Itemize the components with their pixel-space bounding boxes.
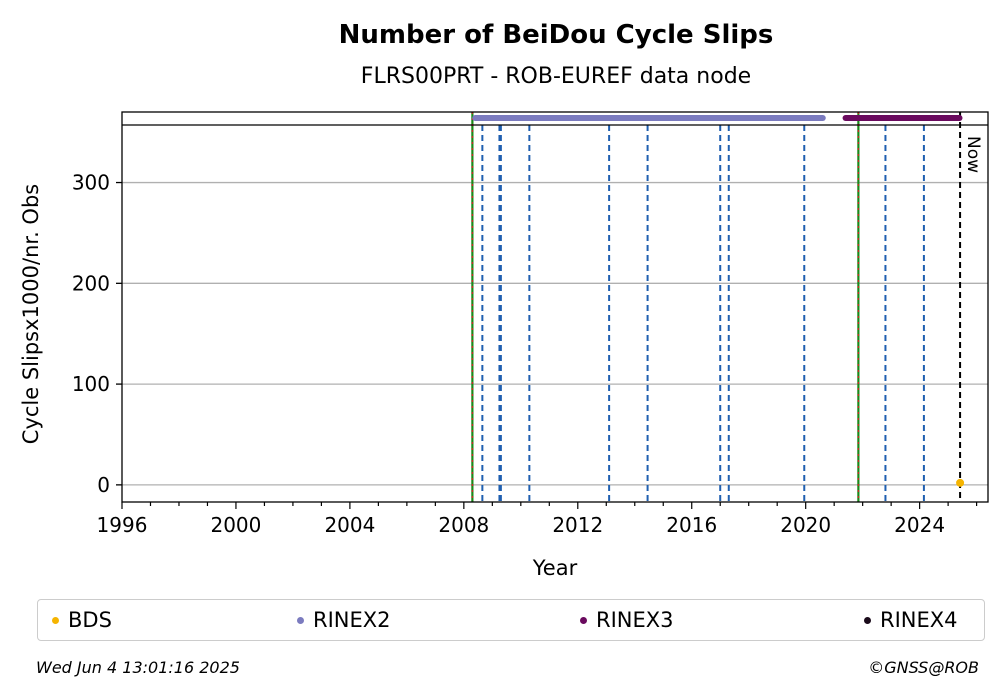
x-tick-label: 2012 bbox=[552, 513, 603, 537]
legend-label: BDS bbox=[68, 608, 112, 632]
x-tick-label: 2000 bbox=[210, 513, 261, 537]
x-tick-label: 2004 bbox=[324, 513, 375, 537]
data-points bbox=[956, 478, 965, 487]
data-point-bds bbox=[956, 478, 965, 487]
x-tick-label: 2016 bbox=[666, 513, 717, 537]
copyright: ©GNSS@ROB bbox=[868, 658, 979, 677]
x-tick-label: 2008 bbox=[438, 513, 489, 537]
now-label: Now bbox=[963, 136, 983, 173]
x-axis-label: Year bbox=[532, 556, 578, 580]
legend-dot-icon bbox=[52, 616, 59, 624]
x-axis-ticks: 1996 2000 2004 2008 2012 2016 2020 2024 bbox=[97, 502, 978, 537]
y-axis-ticks: 0 100 200 300 bbox=[72, 171, 122, 497]
x-tick-label: 2020 bbox=[780, 513, 831, 537]
plot-frame bbox=[121, 111, 989, 503]
y-tick-label: 300 bbox=[72, 171, 110, 195]
event-lines bbox=[471, 112, 962, 502]
y-tick-label: 200 bbox=[72, 271, 110, 295]
legend-dot-icon bbox=[297, 616, 304, 624]
legend-item-bds: BDS bbox=[52, 606, 112, 634]
y-axis-label: Cycle Slipsx1000/nr. Obs bbox=[19, 184, 43, 444]
legend-dot-icon bbox=[864, 616, 871, 624]
legend-item-rinex3: RINEX3 bbox=[580, 606, 674, 634]
legend-item-rinex4: RINEX4 bbox=[864, 606, 958, 634]
x-tick-label: 2024 bbox=[894, 513, 945, 537]
chart-subtitle: FLRS00PRT - ROB-EUREF data node bbox=[361, 64, 751, 89]
chart-title: Number of BeiDou Cycle Slips bbox=[339, 20, 774, 50]
legend-dot-icon bbox=[580, 616, 587, 624]
legend-label: RINEX2 bbox=[313, 608, 391, 632]
legend-label: RINEX3 bbox=[596, 608, 674, 632]
timestamp: Wed Jun 4 13:01:16 2025 bbox=[36, 658, 240, 677]
legend-label: RINEX4 bbox=[880, 608, 958, 632]
y-tick-label: 0 bbox=[97, 473, 110, 497]
legend-item-rinex2: RINEX2 bbox=[297, 606, 391, 634]
grid-lines bbox=[122, 181, 988, 486]
chart: Number of BeiDou Cycle Slips FLRS00PRT -… bbox=[19, 20, 989, 580]
legend: BDS RINEX2 RINEX3 RINEX4 bbox=[37, 599, 985, 641]
x-tick-label: 1996 bbox=[97, 513, 148, 537]
y-tick-label: 100 bbox=[72, 372, 110, 396]
